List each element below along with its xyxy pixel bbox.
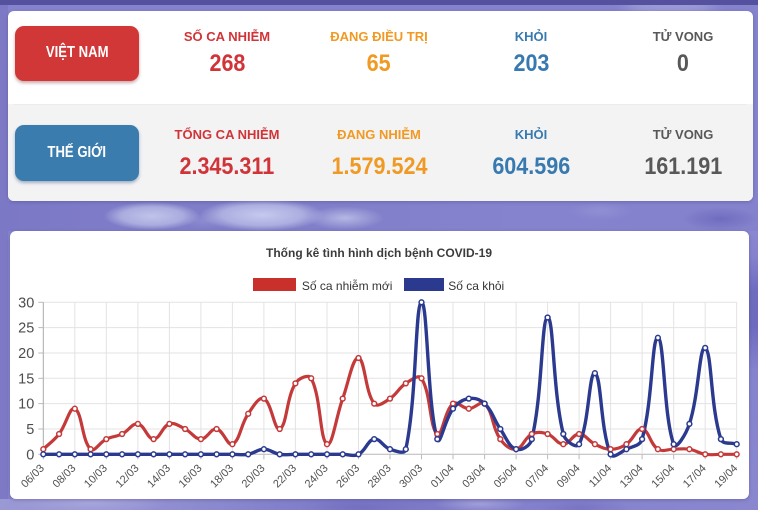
svg-text:0: 0 xyxy=(26,447,34,463)
svg-text:09/04: 09/04 xyxy=(555,462,583,490)
svg-text:14/03: 14/03 xyxy=(145,462,173,490)
svg-text:18/03: 18/03 xyxy=(208,462,236,490)
svg-text:17/04: 17/04 xyxy=(681,462,709,490)
svg-text:10/03: 10/03 xyxy=(82,462,110,490)
svg-text:11/04: 11/04 xyxy=(587,462,614,489)
svg-text:5: 5 xyxy=(26,422,34,438)
svg-text:22/03: 22/03 xyxy=(271,462,299,490)
svg-text:12/03: 12/03 xyxy=(114,462,142,490)
svg-text:30/03: 30/03 xyxy=(397,462,425,490)
svg-text:13/04: 13/04 xyxy=(618,462,646,490)
svg-text:20: 20 xyxy=(18,346,34,362)
svg-text:01/04: 01/04 xyxy=(429,462,457,490)
svg-text:08/03: 08/03 xyxy=(51,462,79,490)
svg-text:26/03: 26/03 xyxy=(334,462,362,490)
svg-text:15: 15 xyxy=(18,371,34,387)
svg-text:20/03: 20/03 xyxy=(240,462,268,490)
svg-text:19/04: 19/04 xyxy=(712,462,740,490)
svg-text:10: 10 xyxy=(18,397,34,413)
svg-text:15/04: 15/04 xyxy=(649,462,677,490)
svg-text:28/03: 28/03 xyxy=(366,462,394,490)
svg-text:25: 25 xyxy=(18,321,34,337)
svg-text:24/03: 24/03 xyxy=(303,462,331,490)
svg-text:07/04: 07/04 xyxy=(523,462,551,490)
svg-text:30: 30 xyxy=(18,295,34,311)
svg-text:03/04: 03/04 xyxy=(460,462,488,490)
svg-text:05/04: 05/04 xyxy=(492,462,520,490)
svg-text:16/03: 16/03 xyxy=(177,462,205,490)
svg-text:06/03: 06/03 xyxy=(19,462,47,490)
